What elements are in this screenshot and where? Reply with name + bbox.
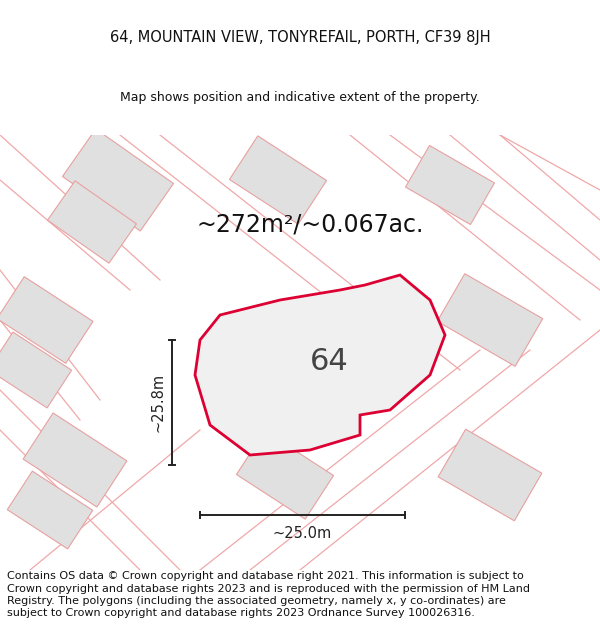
Polygon shape (23, 413, 127, 507)
Polygon shape (437, 274, 543, 366)
Text: ~25.0m: ~25.0m (273, 526, 332, 541)
Text: 64: 64 (310, 347, 349, 376)
Polygon shape (0, 277, 93, 363)
Polygon shape (438, 429, 542, 521)
Polygon shape (62, 129, 173, 231)
Polygon shape (229, 136, 326, 224)
Polygon shape (0, 332, 71, 408)
Polygon shape (7, 471, 93, 549)
Text: ~272m²/~0.067ac.: ~272m²/~0.067ac. (196, 213, 424, 237)
Polygon shape (47, 181, 136, 263)
Text: Map shows position and indicative extent of the property.: Map shows position and indicative extent… (120, 91, 480, 104)
Text: 64, MOUNTAIN VIEW, TONYREFAIL, PORTH, CF39 8JH: 64, MOUNTAIN VIEW, TONYREFAIL, PORTH, CF… (110, 30, 490, 45)
Polygon shape (195, 275, 445, 455)
Text: ~25.8m: ~25.8m (151, 373, 166, 432)
Text: Contains OS data © Crown copyright and database right 2021. This information is : Contains OS data © Crown copyright and d… (7, 571, 530, 618)
Polygon shape (236, 431, 334, 519)
Polygon shape (406, 146, 494, 224)
